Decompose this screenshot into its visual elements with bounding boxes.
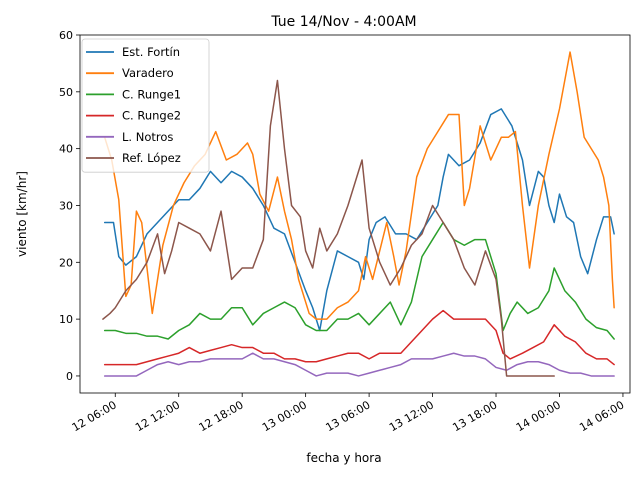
- y-tick-label-2: 20: [59, 256, 73, 269]
- y-axis: 0 10 20 30 40 50 60: [59, 29, 80, 383]
- legend-label-0: Est. Fortín: [122, 45, 180, 59]
- x-axis-label: fecha y hora: [306, 451, 381, 465]
- plot-frame: [79, 34, 631, 394]
- y-axis-label: viento [km/hr]: [15, 171, 29, 257]
- y-tick-label-6: 60: [59, 29, 73, 42]
- legend-label-2: C. Runge1: [122, 87, 181, 101]
- y-tick-label-3: 30: [59, 199, 73, 212]
- series-line-3: [103, 309, 615, 366]
- y-tick-label-4: 40: [59, 143, 73, 156]
- legend-label-4: L. Notros: [122, 130, 173, 144]
- y-tick-label-0: 0: [66, 370, 73, 383]
- series-line-5: [102, 79, 555, 377]
- series-line-0: [103, 108, 615, 332]
- legend-label-3: C. Runge2: [122, 109, 181, 123]
- series-line-4: [103, 352, 615, 377]
- series-line-1: [103, 51, 615, 320]
- legend-label-5: Ref. López: [122, 151, 181, 165]
- legend: Est. Fortín Varadero C. Runge1 C. Runge2 L. …: [81, 38, 210, 173]
- y-tick-label-5: 50: [59, 86, 73, 99]
- series-line-2: [103, 221, 615, 340]
- y-tick-label-1: 10: [59, 313, 73, 326]
- legend-label-1: Varadero: [122, 66, 174, 80]
- chart-title: Tue 14/Nov - 4:00AM: [270, 14, 416, 30]
- series-layer: [102, 51, 615, 377]
